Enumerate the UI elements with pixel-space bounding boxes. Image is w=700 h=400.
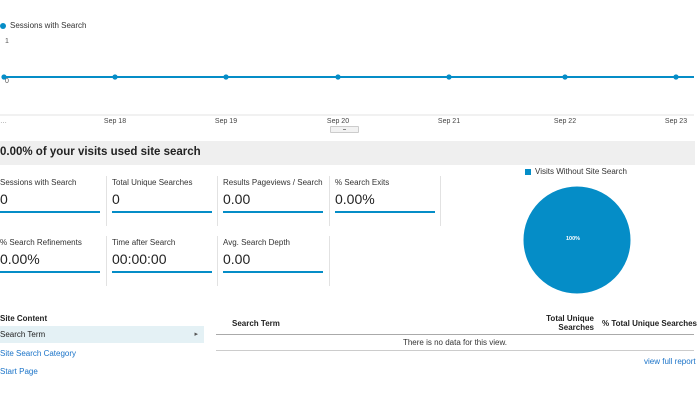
metric-time-after-search[interactable]: Time after Search 00:00:00 [112, 238, 212, 276]
x-tick-label: Sep 21 [437, 118, 461, 125]
metric-sparkline [112, 211, 212, 213]
metric-divider [106, 236, 107, 286]
metric-sparkline [0, 211, 100, 213]
column-header-pct-total-unique-searches[interactable]: % Total Unique Searches [602, 319, 697, 328]
pie-legend-label: Visits Without Site Search [535, 167, 627, 176]
metric-value: 00:00:00 [112, 251, 167, 267]
metric-results-pageviews-per-search[interactable]: Results Pageviews / Search 0.00 [223, 178, 323, 216]
metric-divider [440, 176, 441, 226]
metric-avg-search-depth[interactable]: Avg. Search Depth 0.00 [223, 238, 323, 276]
y-tick-label: 0 [5, 78, 9, 85]
metric-value: 0 [0, 191, 8, 207]
metric-sparkline [223, 271, 323, 273]
y-tick-label: 1 [5, 38, 9, 45]
metric-sparkline [335, 211, 435, 213]
metric-label: Sessions with Search [0, 178, 77, 187]
data-point-sep-20[interactable] [335, 74, 341, 80]
nav-item-site-search-category[interactable]: Site Search Category [0, 345, 204, 362]
metric-sessions-with-search[interactable]: Sessions with Search 0 [0, 178, 100, 216]
pie-legend-swatch [525, 168, 531, 175]
sessions-line-chart: Sessions with Search 1 0 … Sep 18 Sep 19… [0, 0, 700, 134]
nav-item-label: Start Page [0, 367, 38, 376]
line-plot [0, 74, 694, 116]
metric-label: Time after Search [112, 238, 176, 247]
metric-value: 0.00% [0, 251, 40, 267]
metric-label: Avg. Search Depth [223, 238, 291, 247]
column-header-search-term[interactable]: Search Term [232, 319, 280, 328]
metric-divider [217, 176, 218, 226]
chevron-right-icon: ▸ [194, 331, 198, 338]
metric-sparkline [223, 211, 323, 213]
table-empty-message: There is no data for this view. [216, 335, 694, 351]
metric-total-unique-searches[interactable]: Total Unique Searches 0 [112, 178, 212, 216]
metric-value: 0 [112, 191, 120, 207]
metric-divider [106, 176, 107, 226]
metric-divider [329, 176, 330, 226]
metric-label: Results Pageviews / Search [223, 178, 323, 187]
x-tick-label: Sep 22 [553, 118, 577, 125]
x-tick-label: Sep 19 [214, 118, 238, 125]
metric-label: % Search Exits [335, 178, 390, 187]
metric-search-refinements[interactable]: % Search Refinements 0.00% [0, 238, 100, 276]
metric-label: % Search Refinements [0, 238, 82, 247]
data-point-sep-21[interactable] [446, 74, 452, 80]
nav-item-label: Search Term [0, 330, 46, 339]
chart-resize-handle[interactable] [330, 126, 359, 133]
view-full-report-link[interactable]: view full report [644, 357, 696, 366]
metric-value: 0.00 [223, 251, 251, 267]
summary-header: 0.00% of your visits used site search [0, 141, 695, 165]
legend-label: Sessions with Search [10, 21, 87, 30]
metric-sparkline [0, 271, 100, 273]
nav-item-search-term[interactable]: Search Term ▸ [0, 326, 204, 343]
data-point-sep-18[interactable] [112, 74, 118, 80]
pie-slice-visits-without-site-search[interactable] [522, 185, 632, 295]
site-content-title: Site Content [0, 314, 48, 323]
metric-search-exits[interactable]: % Search Exits 0.00% [335, 178, 435, 216]
chart-legend: Sessions with Search [0, 21, 86, 30]
pie-legend: Visits Without Site Search [525, 167, 627, 176]
metric-divider [329, 236, 330, 286]
metric-value: 0.00 [223, 191, 251, 207]
metric-sparkline [112, 271, 212, 273]
search-term-table-header: Search Term Total Unique Searches % Tota… [216, 311, 697, 335]
summary-title: 0.00% of your visits used site search [0, 146, 201, 158]
data-point-sep-22[interactable] [562, 74, 568, 80]
legend-marker [0, 22, 6, 29]
data-point-sep-19[interactable] [223, 74, 229, 80]
visits-pie-chart [522, 185, 632, 295]
x-tick-label: Sep 18 [103, 118, 127, 125]
x-tick-label: … [0, 118, 7, 125]
x-tick-label: Sep 23 [664, 118, 688, 125]
nav-item-start-page[interactable]: Start Page [0, 363, 204, 380]
metric-label: Total Unique Searches [112, 178, 193, 187]
metric-value: 0.00% [335, 191, 375, 207]
data-point-sep-17[interactable] [1, 74, 7, 80]
data-point-sep-23[interactable] [673, 74, 679, 80]
x-tick-label: Sep 20 [326, 118, 350, 125]
pie-slice-label: 100% [566, 236, 581, 242]
column-header-total-unique-searches[interactable]: Total Unique Searches [546, 314, 594, 332]
metric-divider [217, 236, 218, 286]
nav-item-label: Site Search Category [0, 349, 77, 358]
